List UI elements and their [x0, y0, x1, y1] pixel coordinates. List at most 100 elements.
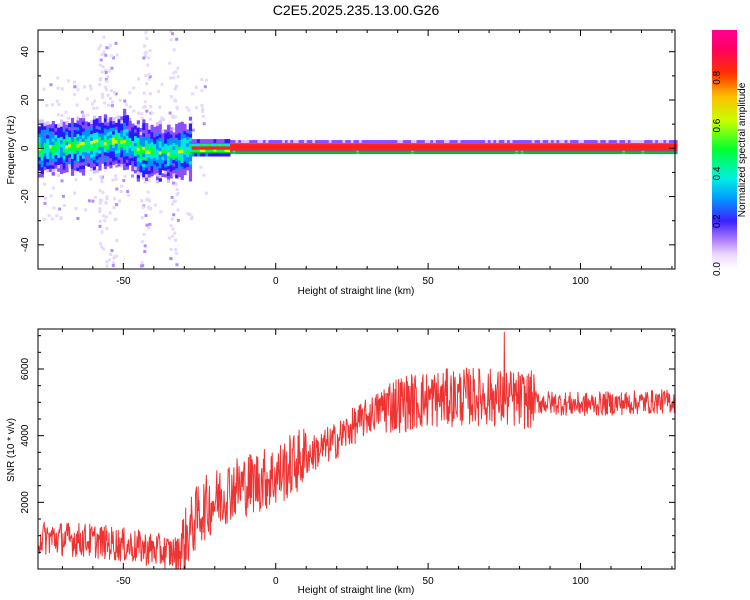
spectrogram-cell: [186, 132, 190, 137]
spectrogram-cell: [84, 134, 88, 139]
spectrogram-cell: [402, 143, 407, 148]
spectrogram-cell: [534, 143, 538, 148]
spectrogram-cell: [101, 153, 105, 158]
spectrogram-cell: [155, 121, 160, 126]
spectrogram-cell: [158, 137, 162, 142]
spectrogram-cell: [400, 146, 404, 151]
spectrogram-cell: [424, 143, 428, 148]
spectrogram-cell: [205, 149, 209, 154]
spectrogram-cell: [638, 140, 642, 144]
spectrogram-cell: [128, 154, 132, 159]
spectrogram-cell: [81, 168, 86, 173]
spectrogram-cell: [548, 140, 552, 144]
spectrogram-cell: [603, 146, 607, 151]
spectrogram-cell: [364, 146, 368, 151]
spectrogram-cell: [57, 157, 61, 162]
spectrogram-scatter-cell: [107, 46, 111, 50]
spectrogram-cell: [81, 158, 86, 163]
spectrogram-scatter-cell: [142, 56, 146, 60]
spectrogram-cell: [114, 139, 119, 144]
spectrogram-scatter-cell: [171, 116, 175, 120]
spectrogram-scatter-cell: [148, 92, 152, 96]
spectrogram-cell: [323, 143, 327, 148]
spectrogram-cell: [169, 161, 173, 165]
spectrogram-cell: [59, 143, 64, 148]
spectrogram-cell: [87, 156, 91, 161]
spectrogram-cell: [54, 144, 58, 149]
spectrogram-cell: [674, 143, 678, 148]
spectrogram-cell: [548, 143, 552, 148]
spectrogram-cell: [663, 146, 667, 151]
spectrogram-cell: [175, 147, 179, 152]
spectrogram-cell: [70, 171, 75, 176]
spectrogram-cell: [512, 146, 516, 151]
spectrogram-cell: [164, 133, 168, 137]
spectrogram-scatter-cell: [57, 102, 61, 106]
spectrogram-cell: [550, 146, 555, 151]
spectrogram-cell: [298, 146, 302, 151]
spectrogram-cell: [136, 147, 140, 152]
spectrogram-cell: [644, 143, 648, 148]
spectrogram-cell: [224, 142, 228, 147]
spectrogram-scatter-cell: [91, 199, 95, 203]
spectrogram-scatter-cell: [73, 191, 77, 195]
spectrogram-cell: [295, 146, 300, 151]
spectrogram-cell: [136, 140, 140, 145]
spectrogram-cell: [95, 158, 99, 163]
spectrogram-cell: [46, 155, 50, 159]
spectrogram-cell: [334, 140, 338, 144]
spectrogram-cell: [147, 146, 151, 151]
spectrogram-cell: [161, 163, 165, 167]
spectrogram-cell: [164, 153, 168, 158]
spectrogram-cell: [183, 140, 187, 145]
spectrogram-cell: [227, 149, 231, 154]
spectrogram-cell: [652, 143, 656, 148]
spectrogram-cell: [175, 140, 179, 145]
spectrogram-scatter-cell: [60, 179, 64, 183]
spectrogram-cell: [232, 143, 236, 148]
spectrogram-cell: [295, 143, 300, 148]
spectrogram-scatter-cell: [190, 215, 194, 219]
spectrogram-cell: [402, 140, 407, 144]
spectrogram-cell: [652, 140, 656, 144]
spectrogram-cell: [92, 169, 97, 174]
spectrogram-cell: [405, 140, 409, 144]
spectrogram-cell: [40, 122, 44, 127]
spectrogram-cell: [572, 146, 577, 151]
spectrogram-cell: [65, 168, 69, 173]
spectrogram-cell: [128, 144, 132, 149]
spectrogram-cell: [158, 157, 162, 162]
spectrogram-cell: [438, 146, 442, 151]
spectrogram-cell: [605, 140, 610, 144]
spectrogram-cell: [161, 173, 165, 178]
spectrogram-cell: [153, 150, 157, 155]
spectrogram-scatter-cell: [191, 128, 195, 132]
spectrogram-cell: [550, 143, 555, 148]
spectrogram-cell: [70, 161, 75, 166]
spectrogram-cell: [180, 145, 184, 150]
spectrogram-scatter-cell: [111, 100, 115, 104]
spectrogram-cell: [76, 136, 80, 141]
spectrogram-cell: [40, 160, 44, 164]
spectrogram-cell: [180, 142, 184, 147]
spectrogram-cell: [633, 146, 637, 151]
spectrogram-cell: [106, 125, 110, 130]
spectrogram-cell: [391, 146, 396, 151]
spectrogram-scatter-cell: [98, 201, 102, 205]
spectrogram-cell: [457, 143, 461, 148]
spectrogram-scatter-cell: [108, 97, 112, 101]
spectrogram-cell: [175, 164, 179, 169]
spectrogram-cell: [68, 129, 72, 134]
spectrogram-cell: [150, 162, 154, 166]
spectrogram-cell: [180, 159, 184, 164]
spectrogram-scatter-cell: [98, 63, 102, 67]
spectrogram-cell: [117, 128, 121, 133]
spectrogram-cell: [625, 146, 629, 151]
spectrogram-cell: [276, 143, 280, 148]
spectrogram-cell: [331, 143, 335, 148]
spectrogram-cell: [155, 142, 160, 147]
spectrogram-cell: [649, 140, 653, 144]
spectrogram-cell: [40, 143, 44, 148]
spectrogram-cell: [186, 136, 190, 141]
spectrogram-cell: [51, 164, 55, 169]
